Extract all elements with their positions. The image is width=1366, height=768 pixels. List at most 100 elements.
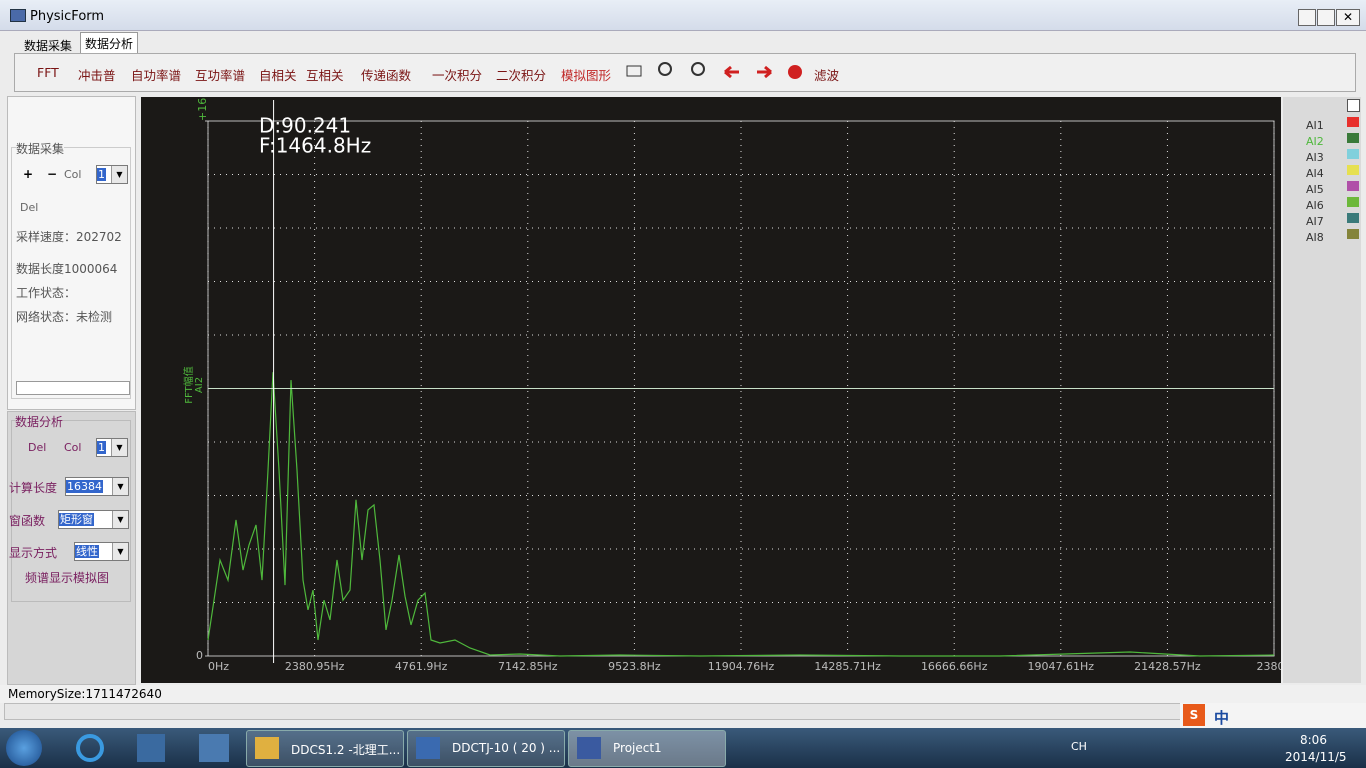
legend-label[interactable]: AI5 (1306, 183, 1324, 196)
legend-swatch (1347, 117, 1359, 127)
left-arrow-icon[interactable] (724, 65, 739, 79)
toolbar-button[interactable]: 滤波 (814, 68, 840, 83)
ime-mode[interactable]: 中 (1214, 709, 1230, 727)
toolbar-button[interactable]: FFT (37, 65, 59, 80)
add-icon[interactable]: + (23, 167, 34, 181)
col-value: 1 (97, 168, 106, 181)
display-select[interactable]: 线性 ▼ (74, 542, 129, 561)
close-button[interactable]: ✕ (1336, 9, 1360, 26)
taskbar-item[interactable]: Project1 (568, 730, 726, 767)
cursor-readout: F:1464.8Hz (259, 134, 371, 158)
y-axis-label: FFT幅值 (182, 366, 195, 403)
tab[interactable]: 数据分析 (80, 32, 139, 54)
x-tick-label: 7142.85Hz (498, 660, 558, 673)
x-tick-label: 4761.9Hz (395, 660, 448, 673)
legend-label[interactable]: AI3 (1306, 151, 1324, 164)
taskbar-item[interactable]: DDCS1.2 -北理工... (246, 730, 404, 767)
scrollbar[interactable] (4, 703, 1182, 720)
left-analysis-panel: 数据分析 Del Col 1 ▼ 计算长度 16384 ▼ 窗函数 矩形窗 ▼ 显示方… (7, 411, 136, 685)
taskbar-item-label: Project1 (613, 741, 662, 755)
tab[interactable]: 数据采集 (24, 39, 73, 53)
calc-length-label: 计算长度 (9, 481, 58, 495)
legend-label[interactable]: AI4 (1306, 167, 1324, 180)
toolbar-button[interactable]: 模拟图形 (561, 68, 612, 83)
legend-label[interactable]: AI8 (1306, 231, 1324, 244)
del-button[interactable]: Del (28, 441, 47, 454)
media-icon[interactable] (199, 734, 229, 762)
legend-label[interactable]: AI7 (1306, 215, 1324, 228)
display-label: 显示方式 (9, 546, 58, 560)
clock-date: 2014/11/5 (1285, 750, 1347, 764)
legend-swatch (1347, 165, 1359, 175)
toolbar-button[interactable]: 一次积分 (432, 68, 483, 83)
window-value: 矩形窗 (59, 513, 94, 526)
work-status: 工作状态： (16, 286, 77, 300)
maximize-button[interactable] (1317, 9, 1335, 26)
right-arrow-icon[interactable] (757, 65, 772, 79)
spectrum-button[interactable]: 频谱显示模拟图 (25, 571, 110, 585)
memory-size: MemorySize:1711472640 (8, 687, 162, 701)
legend-label[interactable]: AI6 (1306, 199, 1324, 212)
start-button[interactable] (6, 730, 42, 766)
sample-rate: 采样速度：202702 (16, 230, 122, 244)
toolbar-button[interactable]: 二次积分 (496, 68, 547, 83)
app-icon (10, 9, 26, 22)
y-tick-label: 0 (196, 649, 203, 662)
tray-lang[interactable]: CH (1071, 740, 1087, 753)
x-tick-label: 2380.95Hz (285, 660, 345, 673)
taskbar-item-icon (577, 737, 601, 759)
zoom-out-icon[interactable] (691, 62, 705, 76)
group-box (11, 147, 131, 399)
explorer-icon[interactable] (137, 734, 165, 762)
window-select[interactable]: 矩形窗 ▼ (58, 510, 129, 529)
legend-icon (1347, 99, 1360, 112)
left-panel: 数据采集 + − Col 1 ▼ Del 采样速度：202702 数据长度1000… (7, 96, 136, 410)
col-value: 1 (97, 441, 106, 454)
toolbar-button[interactable]: 自功率谱 (131, 68, 182, 83)
taskbar-item-label: DDCTJ-10 ( 20 ) ... (452, 741, 561, 755)
chart: 0Hz 2380.95Hz 4761.9Hz 7142.85Hz 9523.8Hz 119… (141, 97, 1281, 683)
power-icon[interactable] (788, 65, 802, 79)
ime-bar: S 中 (1180, 703, 1366, 728)
toolbar-button[interactable]: 互功率谱 (195, 68, 246, 83)
display-value: 线性 (75, 545, 99, 558)
toolbar-button[interactable]: 冲击普 (78, 68, 116, 83)
spectrum-line (207, 372, 1275, 657)
title-bar: PhysicForm ✕ (0, 0, 1366, 31)
x-tick-label: 0Hz (208, 660, 229, 673)
calc-length-value: 16384 (66, 480, 103, 493)
taskbar-item-icon (255, 737, 279, 759)
legend-label[interactable]: AI1 (1306, 119, 1324, 132)
network-status: 网络状态：未检测 (16, 310, 113, 324)
taskbar: CH 8:06 2014/11/5 DDCS1.2 -北理工... DDCTJ-1… (0, 728, 1366, 768)
progress-bar (16, 381, 130, 395)
remove-icon[interactable]: − (47, 167, 58, 181)
y-tick-label: +160 (196, 97, 209, 121)
x-tick-label: 14285.71Hz (814, 660, 881, 673)
x-tick-label: 11904.76Hz (708, 660, 775, 673)
zoom-in-icon[interactable] (658, 62, 672, 76)
calc-length-select[interactable]: 16384 ▼ (65, 477, 129, 496)
col-label: Col (64, 168, 82, 181)
col-select[interactable]: 1 ▼ (96, 438, 128, 457)
print-icon[interactable] (626, 65, 642, 77)
legend-swatch (1347, 229, 1359, 239)
status-bar: MemorySize:1711472640 (0, 685, 1366, 703)
del-button[interactable]: Del (20, 201, 39, 214)
toolbar-button[interactable]: 互相关 (306, 68, 344, 83)
window-title: PhysicForm (30, 9, 105, 24)
col-select[interactable]: 1 ▼ (96, 165, 128, 184)
toolbar-button[interactable]: 自相关 (259, 68, 297, 83)
toolbar-button[interactable]: 传递函数 (361, 68, 412, 83)
taskbar-item-icon (416, 737, 440, 759)
toolbar: FFT 冲击普 自功率谱 互功率谱 自相关 互相关 传递函数 一次积分 二次积分 模拟图形 滤波 (14, 53, 1356, 92)
minimize-button[interactable] (1298, 9, 1316, 26)
legend-label[interactable]: AI2 (1306, 135, 1324, 148)
window-label: 窗函数 (9, 514, 46, 528)
toolbar-icons (626, 62, 802, 79)
ie-icon[interactable] (76, 734, 104, 762)
group-title: 数据分析 (15, 413, 64, 430)
taskbar-item[interactable]: DDCTJ-10 ( 20 ) ... (407, 730, 565, 767)
cursor-readout: D:90.241 (259, 114, 351, 138)
